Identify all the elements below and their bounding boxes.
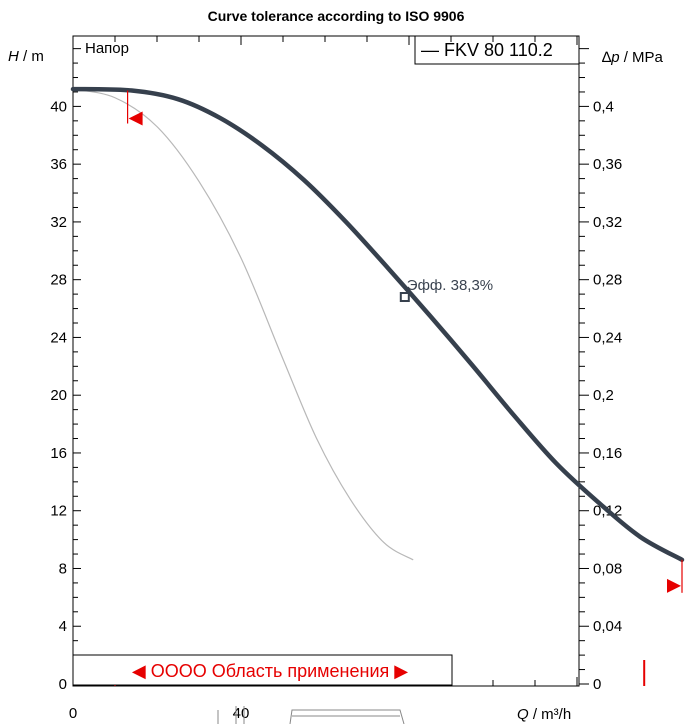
chart-title: Curve tolerance according to ISO 9906 xyxy=(208,8,465,24)
legend-box xyxy=(414,35,580,65)
y2-tick-label: 0,24 xyxy=(593,329,622,346)
y2-tick-label: 0,4 xyxy=(593,98,614,115)
y-tick-label: 28 xyxy=(50,272,67,289)
tick-labels: 048121620242832364000,040,080,120,160,20… xyxy=(50,98,622,722)
y2-tick-label: 0 xyxy=(593,676,601,693)
y-tick-label: 4 xyxy=(59,618,67,635)
efficiency-curve xyxy=(72,88,414,561)
plot-frame xyxy=(72,35,580,687)
application-range-label: ◀ ОООО Область применения ▶ xyxy=(132,661,408,681)
tolerance-left-arrow xyxy=(128,111,143,126)
legend-entry: — FKV 80 110.2 xyxy=(421,40,553,60)
y-tick-label: 40 xyxy=(50,98,67,115)
y-axis-label: H / m xyxy=(8,48,44,65)
y-tick-label: 12 xyxy=(50,503,67,520)
y-tick-label: 0 xyxy=(59,676,67,693)
efficiency-label: Эфф. 38,3% xyxy=(407,277,493,294)
axis-ticks xyxy=(72,36,589,686)
y-tick-label: 16 xyxy=(50,445,67,462)
y-tick-label: 24 xyxy=(50,329,67,346)
x-tick-label: 0 xyxy=(69,705,77,722)
annotations: Эфф. 38,3% xyxy=(114,90,683,686)
y-tick-label: 36 xyxy=(50,156,67,173)
head-curve xyxy=(70,86,685,563)
efficiency-marker xyxy=(399,292,410,303)
y2-tick-label: 0,16 xyxy=(593,445,622,462)
y2-tick-label: 0,04 xyxy=(593,618,622,635)
y2-tick-label: 0,32 xyxy=(593,214,622,231)
bottom-fragment xyxy=(217,706,405,724)
y-tick-label: 8 xyxy=(59,560,67,577)
head-label: Напор xyxy=(85,40,129,57)
application-range: ◀ ОООО Область применения ▶ xyxy=(72,654,453,686)
y2-tick-label: 0,28 xyxy=(593,272,622,289)
tolerance-right-arrow xyxy=(667,578,681,593)
x-tick-label: 40 xyxy=(233,705,250,722)
y2-axis-label: ∆p / MPa xyxy=(602,49,664,66)
legend: — FKV 80 110.2 xyxy=(414,35,580,65)
y2-tick-label: 0,2 xyxy=(593,387,614,404)
application-range-box xyxy=(72,654,453,686)
y-tick-label: 32 xyxy=(50,214,67,231)
x-axis-label: Q / m³/h xyxy=(517,706,571,723)
y2-tick-label: 0,36 xyxy=(593,156,622,173)
y2-tick-label: 0,08 xyxy=(593,560,622,577)
curves xyxy=(70,86,685,563)
y-tick-label: 20 xyxy=(50,387,67,404)
